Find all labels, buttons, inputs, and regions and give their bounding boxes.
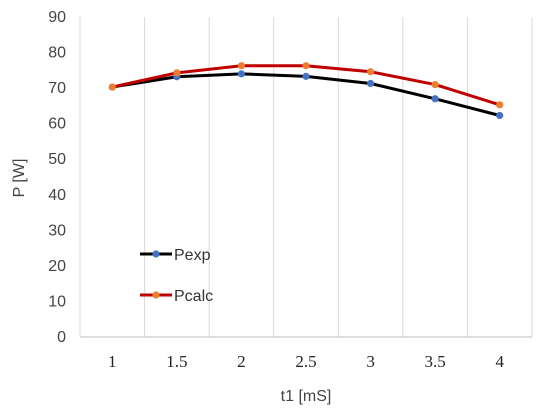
data-point-pexp: [366, 79, 375, 88]
x-tick-label: 3: [366, 352, 375, 371]
x-axis-title: t1 [mS]: [281, 388, 332, 405]
y-tick-label: 10: [48, 293, 66, 310]
y-tick-label: 0: [57, 329, 66, 346]
y-tick-label: 80: [48, 45, 66, 62]
data-point-pexp: [496, 111, 504, 120]
tick-labels: 0 10 20 30 40 50 60 70 80 90 1 1.5 2 2.5 3 3.5 4: [48, 9, 504, 371]
data-point-pcalc: [302, 62, 310, 70]
y-axis-title: P [W]: [11, 159, 28, 198]
legend-marker-pexp: [152, 250, 160, 258]
y-tick-label: 30: [48, 222, 66, 239]
data-point-pexp: [431, 95, 439, 103]
data-point-pcalc: [431, 80, 439, 89]
y-tick-label: 20: [48, 258, 66, 275]
x-tick-label: 1.5: [166, 352, 187, 371]
data-point-pexp: [237, 70, 246, 78]
legend-marker-pcalc: [152, 291, 160, 299]
data-point-pexp: [302, 72, 310, 80]
x-tick-label: 2: [237, 352, 246, 371]
x-tick-label: 4: [495, 352, 504, 371]
x-tick-label: 3.5: [425, 352, 446, 371]
legend-label-pcalc: Pcalc: [174, 288, 213, 305]
y-tick-label: 50: [48, 151, 66, 168]
y-tick-label: 40: [48, 187, 66, 204]
series-markers: [108, 62, 504, 120]
data-point-pcalc: [496, 101, 504, 109]
y-tick-label: 60: [48, 116, 66, 133]
data-point-pcalc: [366, 68, 375, 76]
legend-label-pexp: Pexp: [174, 247, 211, 264]
series-line-pexp: [110, 72, 502, 117]
data-point-pcalc: [173, 69, 181, 77]
legend: Pexp Pcalc: [140, 247, 213, 305]
y-tick-label: 90: [48, 9, 66, 26]
data-point-pcalc: [108, 83, 116, 91]
y-tick-label: 70: [48, 80, 66, 97]
x-tick-label: 2.5: [295, 352, 316, 371]
x-tick-label: 1: [108, 352, 117, 371]
data-point-pcalc: [237, 62, 246, 70]
